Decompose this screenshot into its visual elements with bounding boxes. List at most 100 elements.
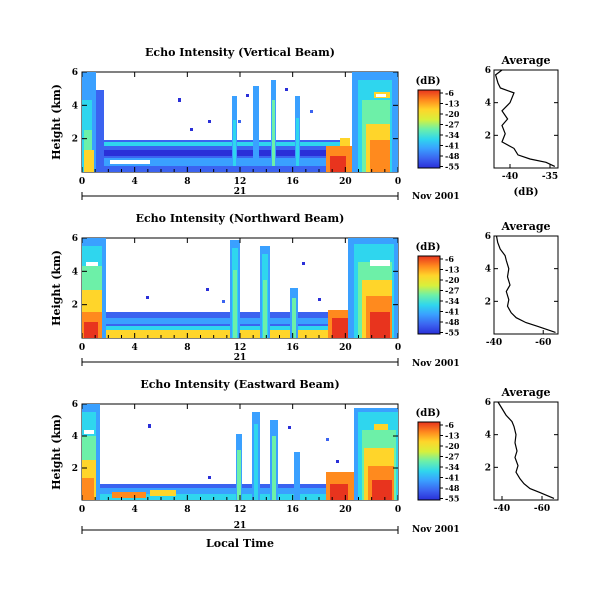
x-tick-label: 0 bbox=[79, 505, 85, 515]
y-tick-label: 4 bbox=[72, 432, 78, 442]
timeline-bar-northward: 21 bbox=[81, 353, 399, 366]
heatmap-field-vertical bbox=[82, 72, 398, 172]
x-tick-label: 8 bbox=[184, 505, 190, 515]
profile-y-tick-label: 4 bbox=[485, 265, 491, 275]
x-tick-label: 0 bbox=[395, 177, 401, 187]
x-tick-label: 20 bbox=[339, 505, 352, 515]
colorbar-tick-label: -55 bbox=[445, 328, 459, 338]
profile-x-tick-label: -40 bbox=[494, 504, 510, 514]
x-tick-label: 16 bbox=[286, 177, 299, 187]
x-tick-label: 8 bbox=[184, 177, 190, 187]
colorbar-tick-label: -13 bbox=[445, 431, 460, 441]
date-label-northward: Nov 2001 bbox=[412, 359, 460, 369]
heatmap-field-northward bbox=[82, 238, 398, 338]
figure-xlabel: Local Time bbox=[206, 537, 274, 550]
colorbar-ticks-eastward: -6-13-20-27-34-41-48-55 bbox=[440, 420, 460, 504]
date-label-eastward: Nov 2001 bbox=[412, 525, 460, 535]
y-tick-label: 2 bbox=[72, 301, 78, 311]
colorbar-tick-label: -41 bbox=[445, 473, 459, 483]
colorbar-tick-label: -48 bbox=[445, 151, 460, 161]
colorbar-tick-label: -20 bbox=[445, 109, 460, 119]
y-tick-label: 4 bbox=[72, 101, 78, 111]
profile-frame-vertical bbox=[493, 69, 559, 169]
colorbar-tick-label: -55 bbox=[445, 494, 459, 504]
day-label-northward: 21 bbox=[234, 353, 247, 363]
heatmap-title-northward: Echo Intensity (Northward Beam) bbox=[136, 212, 345, 225]
colorbar-ticks-northward: -6-13-20-27-34-41-48-55 bbox=[440, 254, 460, 338]
x-tick-label: 20 bbox=[339, 177, 352, 187]
profile-y-tick-label: 4 bbox=[485, 99, 491, 109]
x-tick-label: 0 bbox=[395, 505, 401, 515]
x-tick-label: 4 bbox=[132, 177, 138, 187]
colorbar-unit-eastward: (dB) bbox=[416, 408, 441, 419]
x-tick-label: 0 bbox=[79, 177, 85, 187]
timeline-bar-eastward: 21 bbox=[81, 521, 399, 534]
profile-xlabel-vertical: (dB) bbox=[514, 187, 539, 198]
profile-x-tick-label: -40 bbox=[486, 338, 502, 348]
timeline-bar-vertical: 21 bbox=[81, 187, 399, 200]
colorbar-unit-northward: (dB) bbox=[416, 242, 441, 253]
panel-northward: Echo Intensity (Northward Beam) bbox=[50, 212, 559, 369]
y-tick-label: 6 bbox=[72, 68, 78, 78]
colorbar-tick-label: -41 bbox=[445, 141, 459, 151]
colorbar-tick-label: -6 bbox=[445, 254, 454, 264]
profile-title-vertical: Average bbox=[500, 54, 550, 67]
colorbar-tick-label: -6 bbox=[445, 420, 454, 430]
profile-line bbox=[495, 235, 556, 333]
y-tick-label: 4 bbox=[72, 267, 78, 277]
panel-vertical: Echo Intensity (Vertical Beam) bbox=[50, 46, 559, 202]
x-tick-label: 0 bbox=[395, 343, 401, 353]
profile-axes-northward: -40 -60 6 4 2 bbox=[485, 232, 558, 348]
colorbar-tick-label: -48 bbox=[445, 483, 460, 493]
colorbar-tick-label: -20 bbox=[445, 275, 460, 285]
colorbar-tick-label: -34 bbox=[445, 296, 460, 306]
colorbar-tick-label: -27 bbox=[445, 286, 459, 296]
colorbar-tick-label: -13 bbox=[445, 265, 460, 275]
colorbar-tick-label: -48 bbox=[445, 317, 460, 327]
colorbar-tick-label: -27 bbox=[445, 452, 459, 462]
profile-title-eastward: Average bbox=[500, 386, 550, 399]
colorbar-unit-vertical: (dB) bbox=[416, 76, 441, 87]
colorbar-tick-label: -13 bbox=[445, 99, 460, 109]
profile-y-tick-label: 4 bbox=[485, 431, 491, 441]
colorbar-vertical bbox=[417, 89, 441, 169]
x-tick-label: 0 bbox=[79, 343, 85, 353]
x-tick-label: 8 bbox=[184, 343, 190, 353]
y-tick-label: 6 bbox=[72, 234, 78, 244]
colorbar-eastward bbox=[417, 421, 441, 501]
heatmap-title-eastward: Echo Intensity (Eastward Beam) bbox=[140, 378, 339, 391]
x-tick-label: 16 bbox=[286, 505, 299, 515]
profile-y-tick-label: 2 bbox=[485, 131, 491, 141]
colorbar-tick-label: -34 bbox=[445, 462, 460, 472]
x-tick-label: 4 bbox=[132, 343, 138, 353]
heatmap-axes-eastward: 0 4 8 12 16 20 0 6 4 2 bbox=[72, 400, 401, 515]
x-tick-label: 12 bbox=[234, 343, 247, 353]
day-label-vertical: 21 bbox=[234, 187, 247, 197]
profile-y-tick-label: 6 bbox=[485, 232, 491, 242]
x-tick-label: 4 bbox=[132, 505, 138, 515]
y-tick-label: 2 bbox=[72, 464, 78, 474]
x-tick-label: 16 bbox=[286, 343, 299, 353]
heatmap-ylabel-vertical: Height (km) bbox=[50, 84, 63, 160]
y-tick-label: 6 bbox=[72, 400, 78, 410]
heatmap-field-eastward bbox=[82, 404, 398, 500]
colorbar-tick-label: -27 bbox=[445, 120, 459, 130]
profile-x-tick-label: -35 bbox=[542, 172, 558, 182]
colorbar-tick-label: -6 bbox=[445, 88, 454, 98]
profile-frame-eastward bbox=[493, 401, 559, 501]
profile-line bbox=[494, 69, 556, 167]
heatmap-axes-northward: 0 4 8 12 16 20 0 6 4 2 bbox=[72, 234, 401, 353]
panel-eastward: Echo Intensity (Eastward Beam) bbox=[50, 378, 559, 550]
profile-axes-vertical: -40 -35 6 4 2 bbox=[485, 66, 558, 182]
heatmap-ylabel-eastward: Height (km) bbox=[50, 414, 63, 490]
profile-x-tick-label: -40 bbox=[502, 172, 518, 182]
date-label-vertical: Nov 2001 bbox=[412, 192, 460, 202]
profile-y-tick-label: 6 bbox=[485, 398, 491, 408]
profile-frame-northward bbox=[493, 235, 559, 335]
profile-line bbox=[497, 401, 555, 499]
profile-y-tick-label: 2 bbox=[485, 297, 491, 307]
profile-y-tick-label: 6 bbox=[485, 66, 491, 76]
profile-axes-eastward: -40 -60 6 4 2 bbox=[485, 398, 558, 514]
colorbar-tick-label: -34 bbox=[445, 130, 460, 140]
